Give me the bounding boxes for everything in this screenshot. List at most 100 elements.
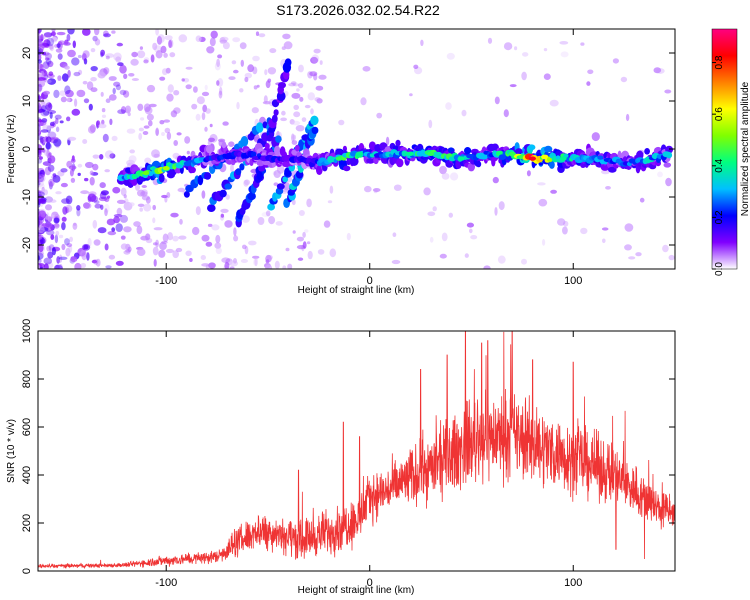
spectrogram-cell bbox=[104, 208, 108, 217]
chart-title: S173.2026.032.02.54.R22 bbox=[276, 2, 440, 18]
spectrogram-cell bbox=[38, 252, 44, 260]
spectrogram-cell bbox=[282, 176, 289, 183]
spectrogram-cell bbox=[498, 154, 507, 161]
spectrogram-cell bbox=[66, 97, 71, 103]
spectrogram-cell bbox=[318, 74, 327, 80]
spectrogram-cell bbox=[51, 29, 56, 33]
spectrogram-cell bbox=[205, 241, 213, 247]
spectrogram-cell bbox=[59, 90, 66, 96]
spectrogram-cell bbox=[612, 58, 620, 64]
spectrogram-cell bbox=[207, 204, 216, 213]
spectrogram-cell bbox=[52, 173, 57, 177]
spectrogram-cell bbox=[203, 172, 212, 180]
spectrogram-cell bbox=[109, 118, 113, 126]
spectrogram-cell bbox=[38, 77, 46, 81]
spectrogram-cell bbox=[252, 255, 260, 259]
snr-y-tick-label: 0 bbox=[21, 568, 33, 574]
spectrogram-cell bbox=[302, 231, 306, 238]
spectrogram-cell bbox=[291, 133, 295, 142]
spectrogram-cell bbox=[98, 123, 107, 129]
spectrogram-cell bbox=[38, 190, 42, 198]
spectrogram-cell bbox=[261, 212, 271, 217]
spectrogram-cell bbox=[364, 185, 372, 193]
spectrogram-cell bbox=[42, 124, 51, 131]
spectrogram-cell bbox=[189, 258, 193, 262]
spectrogram-cell bbox=[55, 126, 60, 133]
spectrogram-cell bbox=[185, 250, 192, 257]
spectrogram-cell bbox=[242, 244, 247, 250]
spectrogram-cell bbox=[39, 136, 45, 143]
spectrogram-cell bbox=[229, 266, 235, 269]
spectrogram-cell bbox=[54, 234, 59, 244]
spectrogram-cell bbox=[665, 177, 672, 187]
spectrogram-cell bbox=[56, 256, 61, 264]
spectrogram-cell bbox=[52, 247, 56, 256]
spectrogram-cell bbox=[48, 71, 54, 76]
spectrogram-cell bbox=[91, 259, 97, 264]
spectrogram-cell bbox=[255, 31, 260, 36]
spectrogram-cell bbox=[152, 246, 159, 256]
spectrogram-cell bbox=[304, 229, 309, 233]
spectrogram-cell bbox=[304, 104, 311, 109]
spectrogram-cell bbox=[111, 135, 118, 142]
spectrogram-cell bbox=[167, 232, 173, 241]
spectrogram-cell bbox=[240, 259, 248, 263]
colorbar-tick-label: 0.2 bbox=[714, 210, 725, 224]
spectrogram-cell bbox=[185, 66, 193, 70]
spectrogram-cell bbox=[289, 119, 295, 125]
spectrogram-cell bbox=[74, 98, 78, 107]
spectrogram-cell bbox=[560, 51, 569, 58]
spectrogram-cell bbox=[105, 265, 112, 269]
spectrogram-cell bbox=[56, 31, 66, 36]
spectrogram-cell bbox=[53, 89, 60, 99]
spectrogram-cell bbox=[428, 119, 433, 129]
spectrogram-cell bbox=[139, 46, 143, 50]
spectrogram-cell bbox=[38, 149, 42, 158]
spectrogram-cell bbox=[559, 41, 569, 45]
spectrogram-cell bbox=[143, 203, 152, 212]
spectrogram-y-tick-label: 10 bbox=[21, 95, 33, 107]
spectrogram-cell bbox=[67, 136, 77, 141]
spectrogram-cell bbox=[635, 252, 642, 257]
spectrogram-cell bbox=[38, 251, 45, 256]
spectrogram-cell bbox=[663, 162, 672, 168]
spectrogram-cell bbox=[393, 184, 402, 191]
spectrogram-cell bbox=[151, 149, 160, 158]
spectrogram-cell bbox=[146, 84, 156, 93]
spectrogram-cell bbox=[111, 227, 116, 232]
spectrogram-cell bbox=[72, 40, 77, 49]
spectrogram-cell bbox=[224, 183, 232, 190]
spectrogram-cell bbox=[52, 175, 61, 183]
spectrogram-cell bbox=[464, 253, 469, 258]
spectrogram-cell bbox=[64, 65, 70, 70]
spectrogram-cell bbox=[44, 149, 51, 157]
spectrogram-cell bbox=[301, 117, 307, 122]
spectrogram-cell bbox=[385, 136, 390, 146]
colorbar-ticks: 0.0 0.2 0.4 0.6 0.8 bbox=[712, 55, 725, 276]
spectrogram-x-tick-label: 100 bbox=[564, 275, 582, 287]
spectrogram-cell bbox=[144, 106, 153, 115]
spectrogram-cell bbox=[217, 54, 223, 59]
spectrogram-cell bbox=[272, 171, 277, 176]
spectrogram-cell bbox=[117, 109, 126, 115]
spectrogram-cell bbox=[580, 227, 588, 235]
spectrogram-cell bbox=[446, 52, 455, 60]
spectrogram-cell bbox=[40, 129, 49, 133]
spectrogram-cell bbox=[127, 112, 131, 117]
spectrogram-cell bbox=[120, 235, 126, 240]
spectrogram-cell bbox=[41, 92, 45, 101]
spectrogram-cell bbox=[70, 158, 76, 163]
spectrogram-peak-cell bbox=[508, 151, 516, 156]
spectrogram-cell bbox=[153, 227, 163, 231]
spectrogram-cell bbox=[666, 151, 673, 159]
spectrogram-cell bbox=[175, 247, 183, 253]
spectrogram-cell bbox=[123, 73, 128, 80]
spectrogram-cell bbox=[668, 254, 675, 261]
spectrogram-cell bbox=[205, 108, 211, 114]
spectrogram-cell bbox=[43, 257, 53, 265]
spectrogram-cell bbox=[58, 256, 68, 260]
spectrogram-cell bbox=[55, 191, 62, 195]
spectrogram-cell bbox=[476, 160, 482, 168]
spectrogram-cell bbox=[153, 153, 161, 158]
spectrogram-cell bbox=[54, 114, 62, 120]
